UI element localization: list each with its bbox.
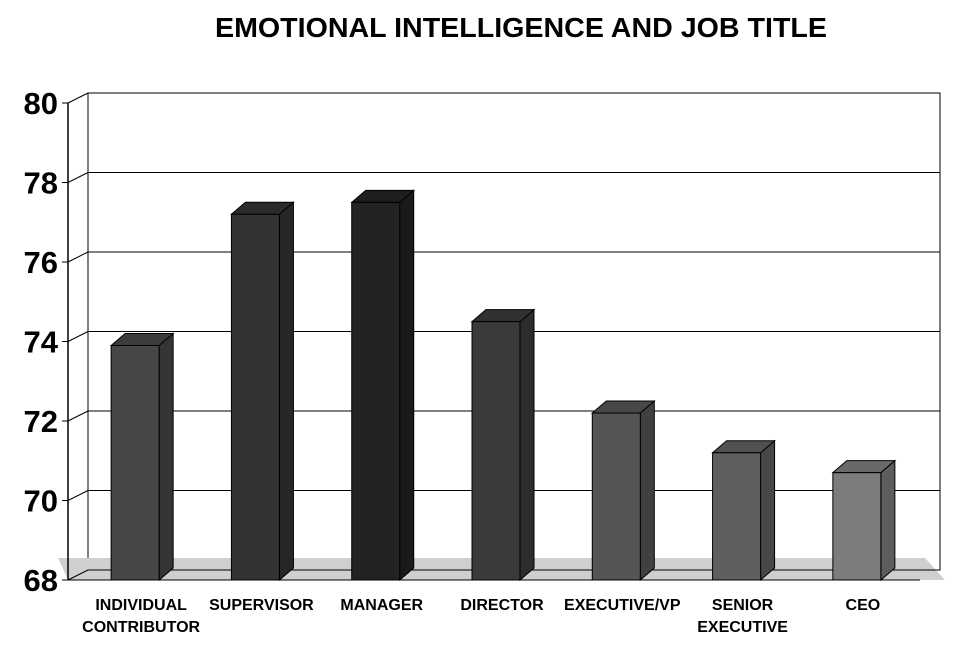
x-tick-label: SENIOR EXECUTIVE (697, 597, 788, 636)
bar (591, 412, 641, 581)
bar (230, 213, 280, 581)
x-tick-label: MANAGER (340, 597, 423, 614)
bar (832, 472, 882, 581)
bar (471, 321, 521, 581)
x-tick-label: SUPERVISOR (209, 597, 314, 614)
y-tick-label: 78 (24, 166, 58, 201)
bar-side (158, 332, 174, 582)
y-tick-label: 76 (24, 245, 58, 280)
bar-side (760, 439, 776, 582)
chart-title: EMOTIONAL INTELLIGENCE AND JOB TITLE (215, 12, 827, 43)
bar-side (519, 308, 535, 582)
bar (110, 344, 160, 581)
x-tick-label: CEO (846, 597, 881, 614)
grid-line (67, 569, 89, 581)
bar (712, 452, 762, 581)
bar-side (399, 189, 415, 582)
grid-line (67, 331, 89, 342)
y-tick-label: 72 (24, 404, 58, 439)
bar-side (880, 459, 896, 582)
x-tick-label: INDIVIDUAL CONTRIBUTOR (82, 597, 200, 636)
y-tick-label: 70 (24, 484, 58, 519)
y-tick-label: 68 (24, 563, 58, 598)
grid-line (67, 410, 89, 422)
y-tick-label: 80 (24, 86, 58, 121)
grid-line (67, 172, 89, 183)
bar-side (278, 201, 294, 582)
y-tick-label: 74 (24, 325, 59, 360)
bar-side (639, 399, 655, 582)
x-tick-label: EXECUTIVE/VP (564, 597, 681, 614)
grid-line (67, 490, 89, 501)
x-tick-label: DIRECTOR (460, 597, 544, 614)
grid-line (67, 251, 89, 263)
grid-line (67, 92, 89, 104)
bar (351, 201, 401, 581)
